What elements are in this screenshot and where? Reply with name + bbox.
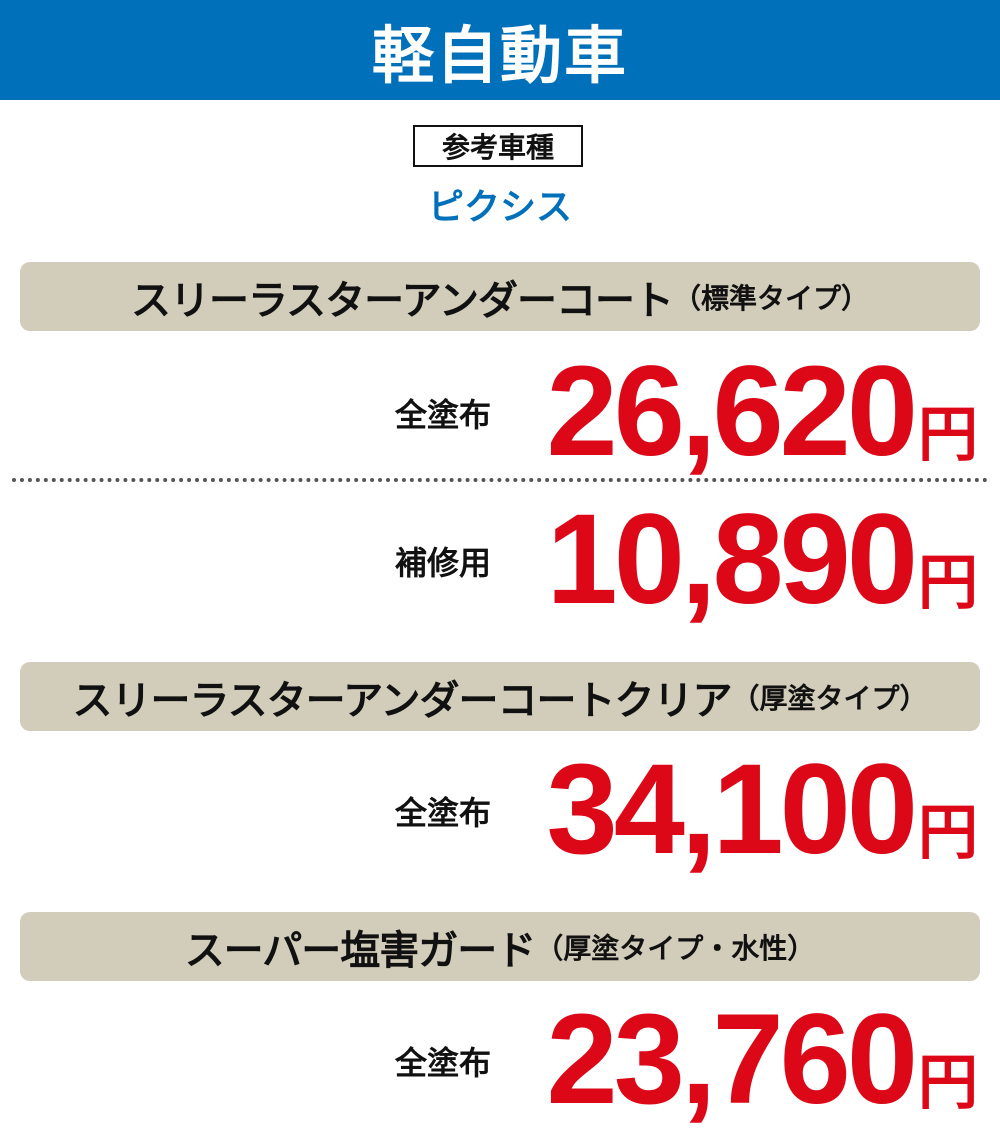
price-amount: 23,760 bbox=[546, 988, 918, 1131]
section-title: スーパー塩害ガード bbox=[184, 928, 537, 973]
section-header-clear: スリーラスターアンダーコートクリア （厚塗タイプ） bbox=[20, 662, 980, 731]
section-title: スリーラスターアンダーコート bbox=[130, 278, 674, 323]
price-unit: 円 bbox=[918, 549, 978, 616]
section-subtitle: （厚塗タイプ・水性） bbox=[535, 932, 816, 964]
reference-label-box: 参考車種 bbox=[413, 125, 583, 167]
price-amount: 10,890 bbox=[546, 488, 918, 631]
section-subtitle: （標準タイプ） bbox=[672, 282, 869, 314]
price-label: 全塗布 bbox=[395, 795, 492, 831]
reference-model: ピクシス bbox=[427, 186, 572, 227]
section-title: スリーラスターアンダーコートクリア bbox=[72, 678, 732, 723]
page-title: 軽自動車 bbox=[371, 22, 628, 91]
price-row: 全塗布 26,620 円 bbox=[0, 340, 1000, 483]
price-label: 全塗布 bbox=[395, 397, 492, 433]
price-row: 全塗布 34,100 円 bbox=[0, 738, 1000, 881]
price-value: 23,760 円 bbox=[546, 988, 979, 1131]
price-unit: 円 bbox=[918, 1049, 978, 1116]
price-row: 全塗布 23,760 円 bbox=[0, 988, 1000, 1131]
price-unit: 円 bbox=[918, 401, 978, 468]
price-unit: 円 bbox=[918, 799, 978, 866]
section-header-salt-guard: スーパー塩害ガード （厚塗タイプ・水性） bbox=[20, 912, 980, 981]
price-amount: 34,100 bbox=[546, 738, 918, 881]
price-amount: 26,620 bbox=[546, 340, 918, 483]
section-subtitle: （厚塗タイプ） bbox=[731, 682, 928, 714]
price-label: 全塗布 bbox=[395, 1045, 492, 1081]
section-header-standard: スリーラスターアンダーコート （標準タイプ） bbox=[20, 262, 980, 331]
price-label: 補修用 bbox=[395, 545, 492, 581]
price-value: 26,620 円 bbox=[546, 340, 979, 483]
dotted-divider bbox=[12, 478, 988, 482]
price-value: 34,100 円 bbox=[546, 738, 979, 881]
price-row: 補修用 10,890 円 bbox=[0, 488, 1000, 631]
price-value: 10,890 円 bbox=[546, 488, 979, 631]
header-banner: 軽自動車 bbox=[0, 0, 1000, 100]
